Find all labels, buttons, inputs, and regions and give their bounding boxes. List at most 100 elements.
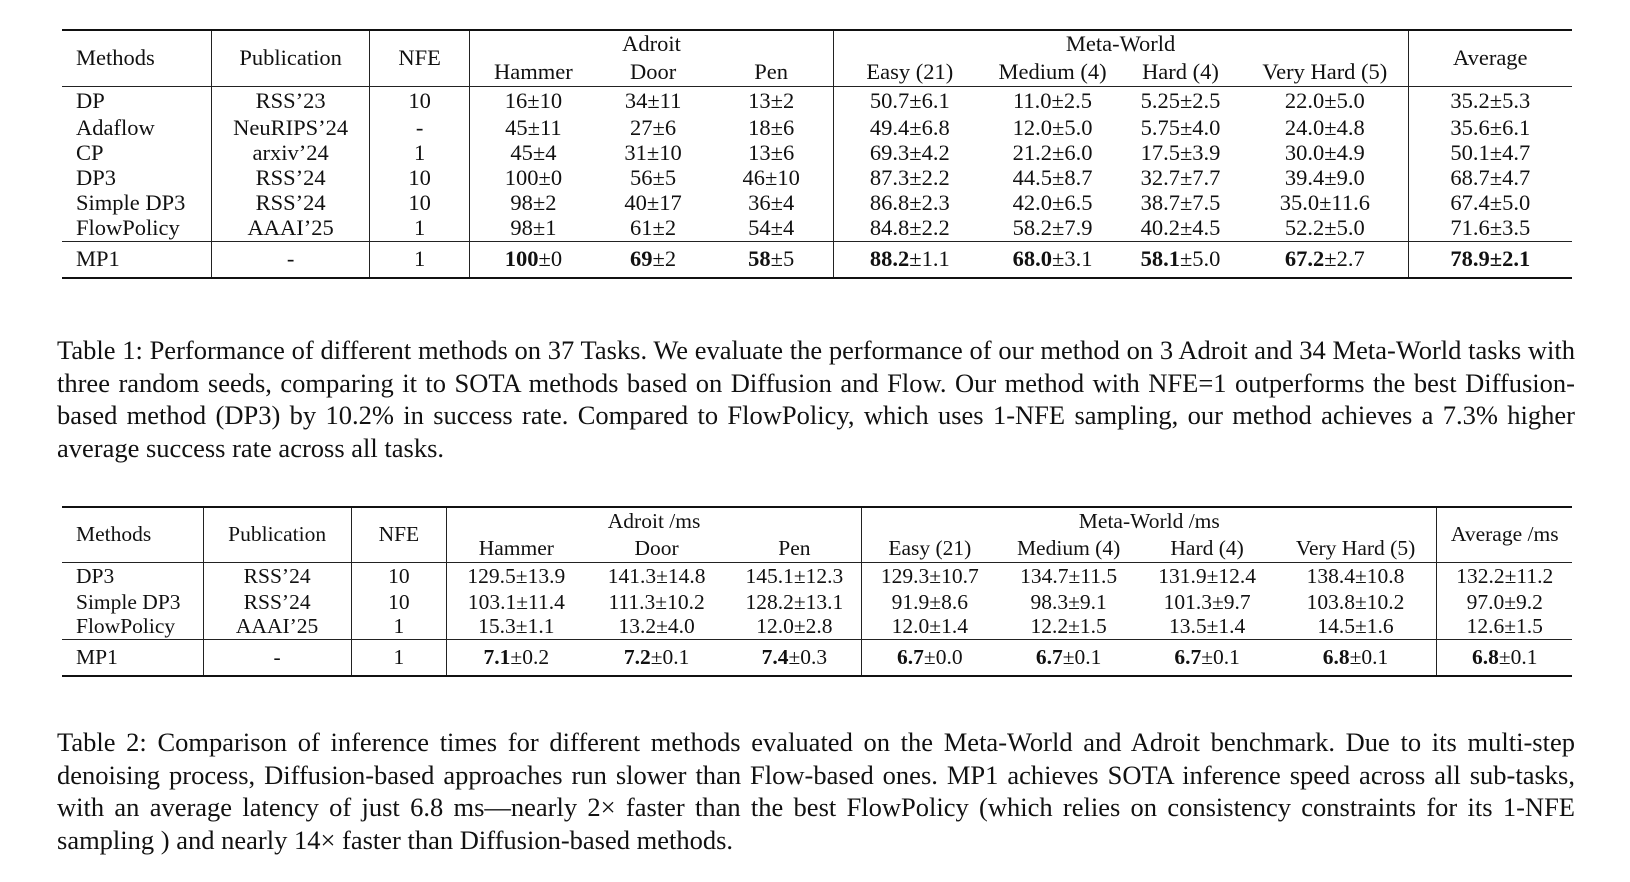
header-publication: Publication: [203, 506, 352, 562]
table-row: Adaflow NeuRIPS’24- 45±11 27±6 18±6 49.4±6.8 1…: [62, 114, 1572, 141]
medium-cell: 21.2±6.0: [1012, 139, 1093, 165]
pen-cell: 12.0±2.8: [727, 615, 863, 640]
easy-cell: 50.7±6.1: [833, 85, 987, 116]
publication-cell: AAAI’25: [203, 615, 352, 640]
bold-value: 7.2: [623, 644, 651, 669]
average-cell: 97.0±9.2: [1466, 590, 1543, 614]
method-cell: DP3: [62, 165, 213, 191]
very-hard-cell: 103.8±10.2: [1274, 590, 1438, 615]
method-cell: FlowPolicy: [62, 615, 204, 640]
medium-cell: 6.7±0.1: [997, 639, 1140, 677]
hard-cell: 40.2±4.5: [1140, 215, 1221, 241]
pen-cell: 54±4: [709, 215, 834, 242]
header-pen: Pen: [727, 535, 863, 562]
header-group-adroit: Adroit: [469, 29, 834, 58]
bold-value: 78.9±2.1: [1450, 246, 1531, 272]
average-cell: 12.6±1.5: [1466, 614, 1543, 639]
header-medium: Medium (4): [998, 58, 1107, 84]
method-cell: Adaflow: [62, 115, 213, 141]
nfe-cell: 1: [369, 215, 471, 242]
pen-cell: 36±4: [709, 190, 834, 216]
table-row: Simple DP3 RSS’24 10 98±2 40±17 36±4 86.8±2.3 4…: [62, 190, 1572, 216]
hard-cell: 5.75±4.0: [1140, 114, 1221, 140]
header-very-hard: Very Hard (5): [1242, 58, 1409, 86]
easy-cell: 88.2±1.1: [833, 240, 987, 280]
std-value: ±5: [770, 246, 795, 272]
nfe-cell: 10: [351, 561, 448, 591]
very-hard-cell: 39.4±9.0: [1242, 165, 1409, 191]
pen-cell: 13±2: [709, 85, 834, 116]
medium-cell: 12.0±5.0: [1012, 114, 1093, 140]
hammer-cell: 100±0: [504, 164, 563, 190]
header-methods: Methods: [62, 506, 204, 562]
medium-cell: 98.3±9.1: [1030, 590, 1107, 614]
nfe-cell: 10: [369, 165, 471, 191]
publication-cell: -: [211, 240, 370, 280]
pen-cell: 7.4±0.3: [727, 639, 863, 677]
std-value: ±3.1: [1051, 246, 1093, 272]
std-value: ±0.1: [650, 644, 690, 669]
very-hard-cell: 14.5±1.6: [1274, 615, 1438, 640]
nfe-cell: 1: [369, 140, 471, 166]
average-cell: 50.1±4.7: [1450, 139, 1531, 165]
header-very-hard: Very Hard (5): [1274, 535, 1438, 562]
hammer-cell: 100±0: [469, 240, 597, 280]
average-cell: 67.4±5.0: [1450, 190, 1531, 216]
bold-value: 69: [630, 246, 653, 272]
pen-cell: 58±5: [709, 240, 834, 280]
method-cell: DP3: [62, 561, 204, 591]
hard-cell: 13.5±1.4: [1168, 614, 1246, 639]
very-hard-cell: 35.0±11.6: [1242, 190, 1409, 216]
std-value: ±0.1: [1062, 644, 1102, 669]
header-hammer: Hammer: [494, 58, 573, 84]
very-hard-cell: 22.0±5.0: [1242, 85, 1409, 116]
hammer-cell: 15.3±1.1: [478, 614, 555, 639]
bold-value: 6.8: [1322, 644, 1350, 669]
table2-caption: Table 2: Comparison of inference times f…: [57, 727, 1575, 855]
table1-caption: Table 1: Performance of different method…: [57, 335, 1575, 463]
pen-cell: 46±10: [709, 165, 834, 191]
medium-cell: 44.5±8.7: [1012, 164, 1093, 190]
hard-cell: 38.7±7.5: [1140, 190, 1221, 216]
pen-cell: 145.1±12.3: [727, 561, 863, 591]
easy-cell: 129.3±10.7: [861, 561, 998, 591]
publication-cell: -: [203, 639, 352, 677]
table-row-ours: MP1-1 7.1±0.2 7.2±0.1 7.4±0.3 6.7±0.0 6.7±0.1…: [62, 639, 1572, 677]
average-cell: 35.2±5.3: [1408, 85, 1572, 116]
very-hard-cell: 24.0±4.8: [1242, 115, 1409, 141]
medium-cell: 68.0±3.1: [986, 240, 1119, 280]
easy-cell: 6.7±0.0: [861, 639, 998, 677]
std-value: ±0: [538, 246, 563, 272]
publication-cell: RSS’24: [203, 590, 352, 615]
header-nfe: NFE: [369, 29, 471, 86]
std-value: ±5.0: [1179, 246, 1221, 272]
door-cell: 13.2±4.0: [618, 614, 695, 639]
header-medium: Medium (4): [1016, 535, 1121, 560]
table-row: DP RSS’23 10 16±10 34±11 13±2 50.7±6.1 11.0±2.5…: [62, 85, 1572, 116]
very-hard-cell: 6.8±0.1: [1274, 639, 1438, 677]
method-cell: MP1: [62, 639, 204, 677]
method-cell: Simple DP3: [62, 590, 204, 615]
header-group-adroit: Adroit /ms: [446, 506, 863, 535]
hammer-cell: 98±2: [510, 190, 557, 216]
bold-value: 7.4: [761, 644, 789, 669]
bold-value: 58: [748, 246, 771, 272]
easy-cell: 49.4±6.8: [869, 114, 950, 140]
door-cell: 7.2±0.1: [585, 639, 728, 677]
door-cell: 34±11: [596, 85, 710, 116]
pen-cell: 128.2±13.1: [727, 590, 863, 615]
bold-value: 68.0: [1012, 246, 1052, 272]
door-cell: 31±10: [624, 139, 682, 165]
medium-cell: 11.0±2.5: [986, 85, 1119, 116]
publication-cell: RSS’24: [203, 561, 352, 591]
door-cell: 141.3±14.8: [585, 561, 728, 591]
medium-cell: 42.0±6.5: [1012, 190, 1093, 216]
bold-value: 58.1: [1140, 246, 1180, 272]
hammer-cell: 98±1: [510, 215, 557, 241]
bold-value: 100: [504, 246, 539, 272]
hard-cell: 32.7±7.7: [1140, 164, 1221, 190]
header-nfe: NFE: [351, 506, 448, 562]
average-cell: 132.2±11.2: [1436, 561, 1572, 591]
table-row: DP3 RSS’24 10 100±0 56±5 46±10 87.3±2.2 44.5±8.…: [62, 164, 1572, 191]
header-methods: Methods: [62, 29, 213, 86]
